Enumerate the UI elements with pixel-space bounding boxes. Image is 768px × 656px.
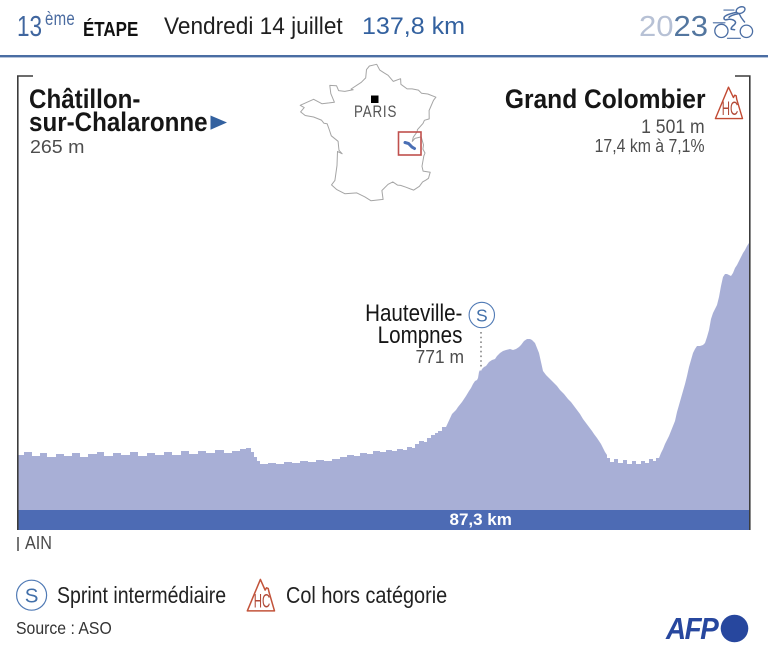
svg-text:S: S	[476, 305, 488, 325]
svg-text:HC: HC	[254, 590, 271, 612]
svg-text:S: S	[25, 584, 39, 607]
svg-text:HC: HC	[722, 99, 739, 120]
